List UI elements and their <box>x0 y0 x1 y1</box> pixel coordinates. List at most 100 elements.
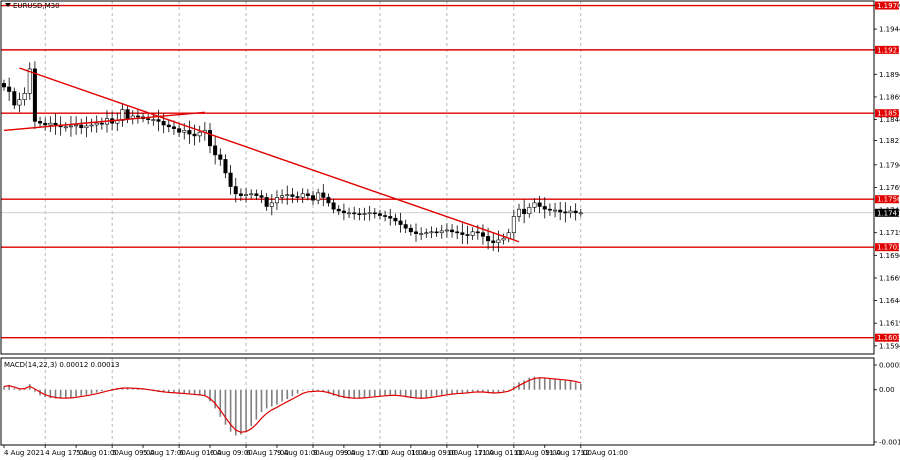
level-label: 1.1970 <box>877 2 900 10</box>
candle-body <box>84 125 89 129</box>
macd-axis: 0.00053 0.00 -0.00112 <box>874 362 900 447</box>
candle-body <box>542 206 547 210</box>
time-label: 9 Aug 01:00 <box>277 449 320 457</box>
candle-body <box>434 231 439 234</box>
current-price-label: 1.1741 <box>877 209 900 217</box>
candle-body <box>12 91 17 106</box>
price-tick-label: 1.1669 <box>879 274 900 282</box>
candle-body <box>388 216 393 219</box>
price-pane: 1.19701.19441.19211.18941.18691.18441.18… <box>0 0 900 355</box>
candle-body <box>7 86 12 92</box>
candle-body <box>146 118 151 120</box>
candle-body <box>27 68 32 94</box>
level-label: 1.1756 <box>877 196 900 204</box>
price-tick-label: 1.1844 <box>879 116 900 124</box>
candle-body <box>22 93 27 100</box>
candle-body <box>419 233 424 235</box>
price-tick-label: 1.1944 <box>879 26 900 34</box>
price-pane-border <box>0 0 875 355</box>
price-tick-label: 1.1869 <box>879 93 900 101</box>
candle-body <box>408 227 413 233</box>
time-label: 11 Aug 01:00 <box>478 449 525 457</box>
candle-body <box>74 124 79 127</box>
candle-body <box>341 210 346 214</box>
candle-body <box>48 122 53 126</box>
candle-body <box>290 194 295 197</box>
candle-body <box>32 68 37 122</box>
candle-body <box>53 122 58 126</box>
level-badge <box>875 195 899 204</box>
price-tick-label: 1.1694 <box>879 252 900 260</box>
candle-body <box>316 192 321 201</box>
candle-body <box>367 212 372 215</box>
macd-grid <box>44 358 582 445</box>
candle-body <box>357 213 362 216</box>
time-label: 4 Aug 2021 <box>4 449 44 457</box>
trendline[interactable] <box>19 67 520 243</box>
trendlines <box>3 67 520 243</box>
price-tick-label: 1.1719 <box>879 229 900 237</box>
candle-body <box>398 220 403 225</box>
candle-body <box>455 231 460 234</box>
candle-body <box>295 196 300 198</box>
time-label: 5 Aug 01:00 <box>76 449 119 457</box>
candle-body <box>223 159 228 174</box>
price-tick-label: 1.1894 <box>879 71 900 79</box>
trendline[interactable] <box>3 111 205 132</box>
time-axis: 4 Aug 2021 4 Aug 17:005 Aug 01:005 Aug 09… <box>3 445 628 457</box>
candle-body <box>17 99 22 106</box>
level-badge <box>875 109 899 118</box>
candle-body <box>310 195 315 201</box>
time-label: 6 Aug 01:00 <box>179 449 222 457</box>
candle-body <box>331 202 336 210</box>
price-tick-label: 1.1594 <box>879 342 900 350</box>
candle-body <box>79 124 84 129</box>
candle-body <box>424 232 429 235</box>
time-label: 10 Aug 01:00 <box>380 449 427 457</box>
candle-body <box>38 121 43 124</box>
candle-body <box>403 224 408 229</box>
candle-body <box>439 230 444 234</box>
level-label: 1.1603 <box>877 334 900 342</box>
candle-body <box>393 217 398 222</box>
symbol-title: EURUSD,M30 <box>13 2 60 10</box>
candle-body <box>68 125 73 128</box>
level-labels: 1.1970 1.1921 1.1851 1.1756 1.1703 1.1603 1.17… <box>875 1 900 342</box>
candle-body <box>347 212 352 215</box>
candle-body <box>480 232 485 237</box>
candle-body <box>218 154 223 160</box>
time-label: 10 Aug 09:00 <box>411 449 458 457</box>
candle-body <box>362 213 367 216</box>
chevron-down-icon[interactable] <box>5 3 11 7</box>
candle-body <box>280 195 285 198</box>
candle-body <box>269 202 274 207</box>
macd-tick-label: -0.00112 <box>879 439 900 447</box>
time-label: 5 Aug 09:00 <box>112 449 155 457</box>
price-tick-label: 1.1619 <box>879 320 900 328</box>
candle-body <box>321 192 326 198</box>
candle-body <box>238 193 243 196</box>
candle-body <box>578 212 583 215</box>
candle-body <box>465 234 470 236</box>
time-label: 12 Aug 01:00 <box>581 449 628 457</box>
candle-body <box>326 197 331 204</box>
candle-body <box>532 202 537 208</box>
time-label: 11 Aug 17:00 <box>545 449 592 457</box>
price-tick-label: 1.1794 <box>879 161 900 169</box>
candle-body <box>444 229 449 232</box>
time-label: 6 Aug 09:00 <box>210 449 253 457</box>
candle-body <box>228 172 233 187</box>
level-label: 1.1703 <box>877 244 900 252</box>
candle-body <box>43 122 48 126</box>
candle-body <box>516 208 521 217</box>
candle-body <box>89 124 94 127</box>
level-badge <box>875 1 899 10</box>
macd-tick-label: 0.00053 <box>879 362 900 370</box>
candle-body <box>450 229 455 233</box>
candle-body <box>336 208 341 212</box>
candle-body <box>125 109 130 119</box>
candle-body <box>300 193 305 198</box>
candle-body <box>171 126 176 129</box>
